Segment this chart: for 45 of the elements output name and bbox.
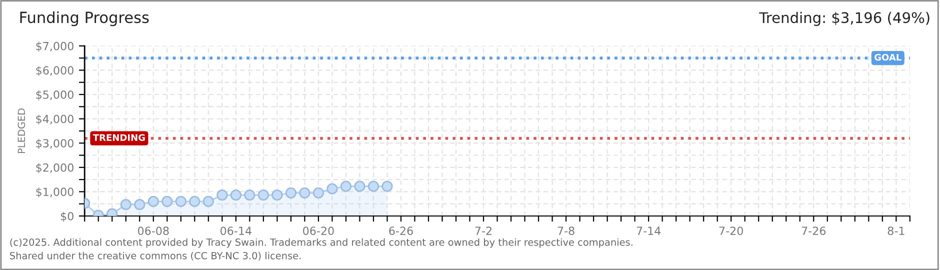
x-tick-label: 7-2 <box>475 226 492 235</box>
point <box>230 190 242 201</box>
point <box>285 187 296 198</box>
x-tick-label: 6-26 <box>389 226 413 236</box>
y-tick-label: $2,000 <box>36 163 74 174</box>
x-tick-label: 8-1 <box>888 226 904 236</box>
point <box>354 180 366 192</box>
y-axis-title: PLEDGED <box>18 108 26 154</box>
x-tick-label: 7-26 <box>802 226 826 236</box>
point <box>216 190 228 201</box>
y-tick-label: $1,000 <box>36 187 74 198</box>
point <box>272 190 283 201</box>
ref-line-label: GOAL <box>874 54 902 61</box>
point <box>244 190 256 201</box>
chart-title: Funding Progress <box>20 11 149 26</box>
text: Trending: $3,196 (49%) <box>759 12 930 26</box>
x-tick-label: 06-14 <box>220 226 252 236</box>
y-tick-label: $7,000 <box>36 42 74 52</box>
point <box>326 183 338 194</box>
point <box>258 190 269 201</box>
point <box>382 180 393 192</box>
point <box>189 196 200 207</box>
point <box>368 180 380 192</box>
point <box>340 180 352 192</box>
text: (c)2025. Additional content provided by Tracy Swain. Trademarks and related content are owned by their respective companies. <box>10 238 632 248</box>
text: Shared under the creative commons (CC BY-NC 3.0) license. <box>10 252 301 260</box>
point <box>134 199 146 210</box>
point <box>148 196 159 207</box>
x-tick-label: 7-8 <box>558 226 574 236</box>
point <box>312 187 324 198</box>
point <box>175 196 186 207</box>
x-tick-label: 7-14 <box>636 226 661 235</box>
y-tick-label: $6,000 <box>36 66 74 76</box>
y-tick-label: $4,000 <box>36 114 74 125</box>
point <box>120 199 132 210</box>
point <box>162 196 173 207</box>
x-tick-label: 7-20 <box>719 226 743 236</box>
point <box>299 187 310 198</box>
y-tick-label: $0 <box>60 212 74 222</box>
x-tick-label: 06-08 <box>138 226 169 236</box>
point <box>202 196 214 207</box>
ref-line-label: TRENDING <box>92 134 145 141</box>
y-tick-label: $3,000 <box>36 138 74 149</box>
y-tick-label: $5,000 <box>36 90 74 100</box>
x-tick-label: 06-20 <box>303 226 334 236</box>
